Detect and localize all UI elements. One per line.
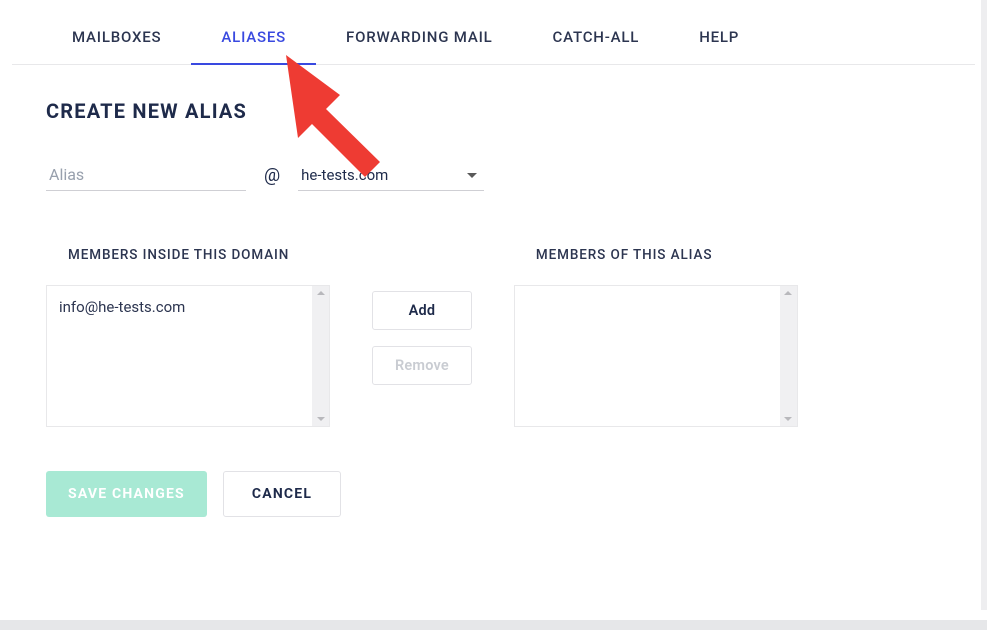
cancel-button[interactable]: CANCEL bbox=[223, 471, 341, 517]
members-domain-column: MEMBERS INSIDE THIS DOMAIN info@he-tests… bbox=[46, 247, 330, 427]
page-title: CREATE NEW ALIAS bbox=[46, 99, 941, 123]
chevron-down-icon bbox=[467, 173, 477, 178]
tab-mailboxes[interactable]: MAILBOXES bbox=[42, 28, 191, 64]
at-symbol: @ bbox=[264, 165, 280, 191]
members-columns: MEMBERS INSIDE THIS DOMAIN info@he-tests… bbox=[46, 247, 941, 427]
members-alias-list bbox=[515, 286, 780, 426]
domain-select-value: he-tests.com bbox=[301, 166, 388, 184]
alias-input-row: @ he-tests.com bbox=[46, 159, 941, 191]
bottom-edge-shadow bbox=[0, 620, 987, 630]
members-domain-title: MEMBERS INSIDE THIS DOMAIN bbox=[46, 247, 330, 263]
members-domain-list: info@he-tests.com bbox=[47, 286, 312, 426]
members-alias-title: MEMBERS OF THIS ALIAS bbox=[514, 247, 798, 263]
right-edge-shadow bbox=[981, 0, 987, 610]
members-alias-column: MEMBERS OF THIS ALIAS bbox=[514, 247, 798, 427]
domain-select[interactable]: he-tests.com bbox=[298, 160, 484, 191]
members-alias-listbox[interactable] bbox=[514, 285, 798, 427]
transfer-buttons: Add Remove bbox=[372, 247, 472, 385]
scroll-up-icon bbox=[784, 291, 792, 295]
scroll-down-icon bbox=[317, 417, 325, 421]
tab-aliases[interactable]: ALIASES bbox=[191, 28, 316, 64]
tab-forwarding-mail[interactable]: FORWARDING MAIL bbox=[316, 28, 523, 64]
members-domain-listbox[interactable]: info@he-tests.com bbox=[46, 285, 330, 427]
scrollbar[interactable] bbox=[780, 286, 797, 426]
scroll-up-icon bbox=[317, 291, 325, 295]
save-changes-button[interactable]: SAVE CHANGES bbox=[46, 471, 207, 517]
tab-help[interactable]: HELP bbox=[669, 28, 769, 64]
add-button[interactable]: Add bbox=[372, 291, 472, 330]
remove-button[interactable]: Remove bbox=[372, 346, 472, 385]
content-area: CREATE NEW ALIAS @ he-tests.com MEMBERS … bbox=[12, 65, 975, 517]
scroll-down-icon bbox=[784, 417, 792, 421]
list-item[interactable]: info@he-tests.com bbox=[59, 296, 300, 318]
form-actions: SAVE CHANGES CANCEL bbox=[46, 471, 941, 517]
tab-catch-all[interactable]: CATCH-ALL bbox=[523, 28, 670, 64]
alias-input[interactable] bbox=[46, 159, 246, 191]
tabs-bar: MAILBOXES ALIASES FORWARDING MAIL CATCH-… bbox=[12, 0, 975, 65]
scrollbar[interactable] bbox=[312, 286, 329, 426]
